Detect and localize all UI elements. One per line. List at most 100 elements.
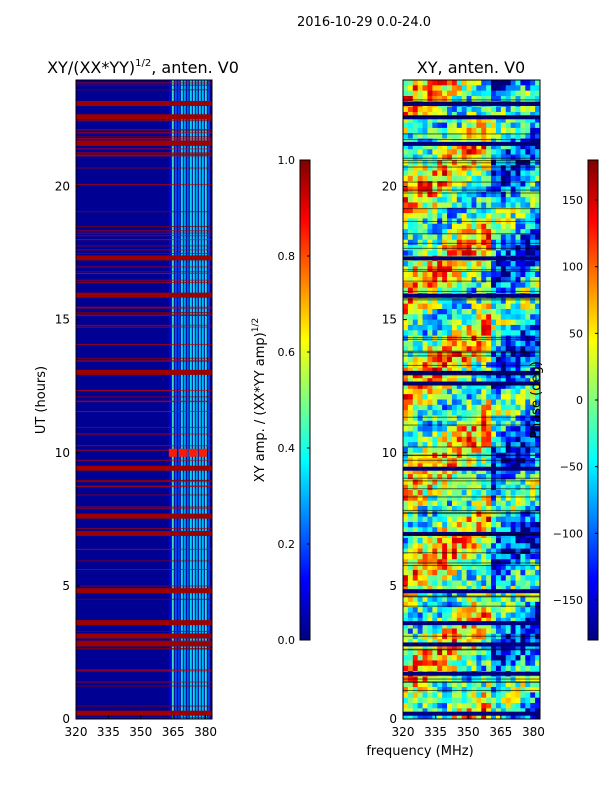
right-heat-cell [451,213,458,219]
right-heat-cell [417,127,424,134]
right-heat-cell [471,474,477,480]
right-heat-cell [417,495,424,502]
right-heat-cell [535,367,541,374]
right-heat-cell [530,207,536,214]
right-heat-cell [495,138,502,145]
right-heat-cell [432,340,438,347]
right-heat-cell [510,111,517,118]
right-dark-band [403,621,540,626]
right-heat-cell [447,580,453,587]
right-heat-cell [456,617,463,624]
right-heat-cell [520,575,526,582]
right-heat-cell [481,250,487,257]
right-heat-cell [412,506,419,512]
right-heat-cell [535,324,541,331]
right-heat-cell [412,580,419,587]
right-heat-cell [456,378,463,385]
right-heat-cell [427,351,433,358]
right-heat-cell [447,426,453,432]
right-heat-cell [432,229,438,235]
right-heat-cell [525,372,531,379]
right-heat-cell [476,681,482,688]
right-heat-cell [505,388,512,395]
right-heat-cell [403,207,409,214]
right-heat-cell [461,271,468,278]
right-heat-cell [481,612,487,619]
right-heat-cell [432,202,438,209]
right-heat-cell [486,628,492,635]
right-heat-cell [515,458,521,464]
right-heat-line [403,689,540,691]
right-heat-cell [437,95,443,102]
right-heat-cell [471,623,477,629]
right-heat-cell [491,175,497,182]
right-heat-cell [456,623,463,629]
right-heat-cell [510,229,517,235]
right-heat-cell [515,335,521,342]
right-heat-cell [471,500,477,507]
right-heat-cell [447,474,453,480]
right-heat-cell [491,308,497,315]
right-heat-cell [491,223,497,230]
right-heat-cell [403,601,409,608]
left-heat-line [76,548,212,550]
right-heat-cell [451,436,458,443]
right-heat-cell [510,506,517,512]
right-heat-cell [515,106,521,113]
right-heat-cell [403,314,409,321]
right-heat-cell [525,111,531,118]
right-heat-cell [525,117,531,124]
right-heat-cell [535,207,541,214]
right-heat-cell [451,420,458,427]
right-heat-cell [417,186,424,193]
right-heat-cell [510,154,517,161]
right-heat-cell [422,479,428,486]
right-heat-cell [481,261,487,267]
right-heat-cell [535,585,541,592]
right-heat-cell [422,181,428,187]
right-heat-cell [515,713,521,720]
right-heat-cell [481,117,487,124]
right-heat-cell [422,378,428,385]
right-heat-cell [535,458,541,464]
right-heat-cell [466,80,472,86]
right-heat-cell [510,612,517,619]
right-heat-cell [525,175,531,182]
right-heat-cell [491,117,497,124]
left-heat-line [76,232,212,234]
right-heat-cell [486,138,492,145]
right-heat-cell [456,324,463,331]
right-heat-cell [500,319,507,326]
right-heat-cell [530,324,536,331]
left-colorbar-gradient [299,159,311,641]
right-heat-cell [525,287,531,294]
right-heat-cell [432,500,438,507]
right-heat-cell [530,431,536,438]
right-heat-cell [486,575,492,582]
right-heat-cell [422,713,428,720]
right-heat-cell [535,575,541,582]
right-heat-line [403,595,540,597]
right-heat-cell [491,521,497,528]
left-heat-line [76,272,212,274]
right-heat-cell [456,490,463,496]
right-heat-cell [417,378,424,385]
right-heat-cell [495,553,502,560]
right-heat-cell [481,388,487,395]
right-heat-cell [535,543,541,550]
right-heat-cell [407,463,414,470]
right-heat-cell [407,410,414,416]
right-heat-cell [525,149,531,156]
right-heat-cell [520,713,526,720]
right-heat-cell [495,585,502,592]
right-heat-cell [466,591,472,598]
right-heat-cell [500,335,507,342]
right-heat-cell [432,154,438,161]
right-heat-cell [495,356,502,363]
right-heat-cell [456,175,463,182]
right-heat-cell [486,186,492,193]
right-heat-cell [427,122,433,129]
right-heat-cell [495,431,502,438]
right-heat-cell [451,287,458,294]
right-heat-cell [525,197,531,203]
